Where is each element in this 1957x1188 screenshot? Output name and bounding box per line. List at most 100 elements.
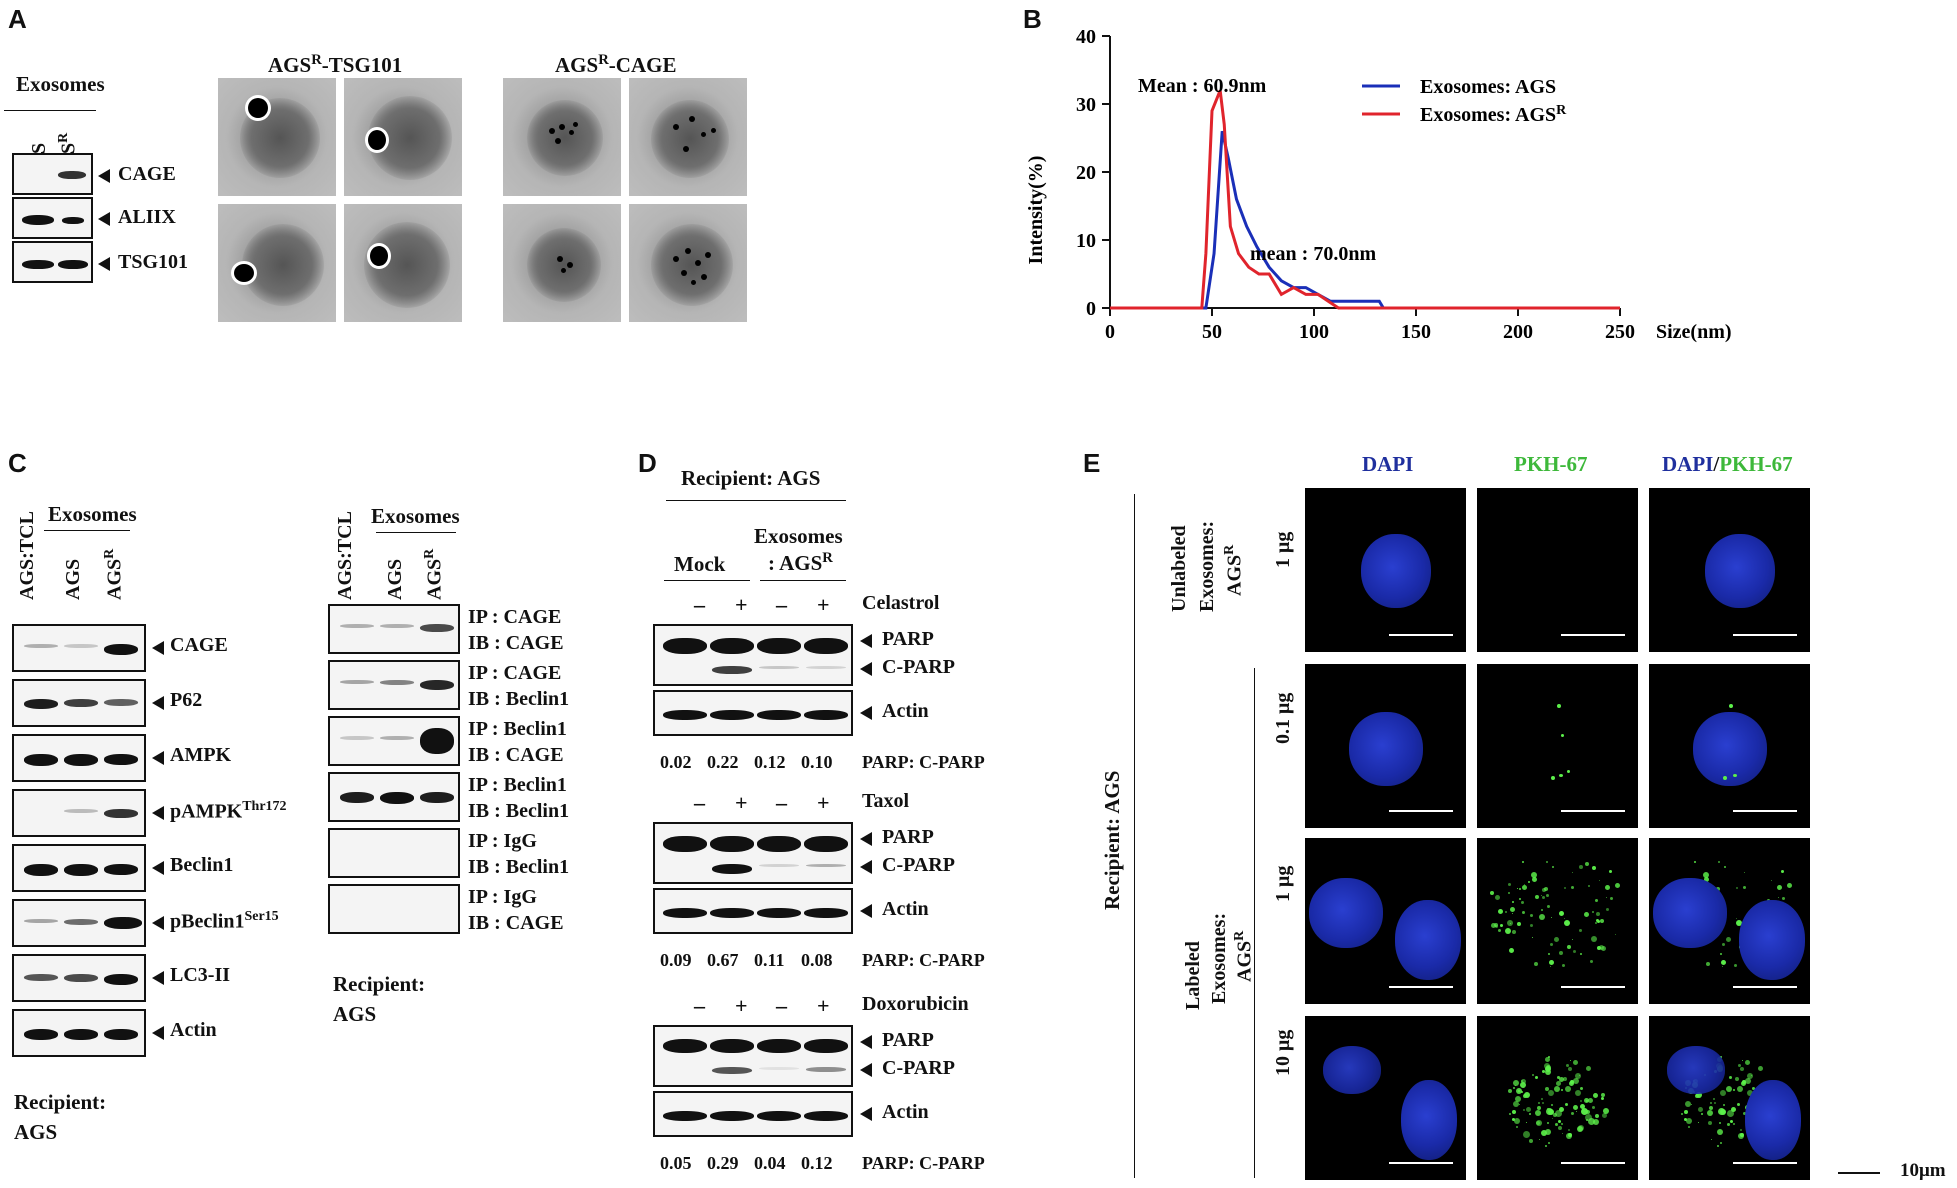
panel-label-d: D [638, 448, 657, 478]
confocal-dapi [1305, 488, 1466, 652]
band-label-parp: PARP [882, 1029, 934, 1051]
band-label-actin: Actin [882, 700, 929, 722]
band-label: LC3-II [170, 964, 231, 986]
blot-parp [653, 624, 853, 686]
treatment-sign: – [776, 993, 787, 1018]
c-left-recipient-cell: AGS [14, 1120, 58, 1144]
lane-label: AGS [62, 558, 84, 600]
band-label-actin: Actin [882, 1101, 929, 1123]
series-line-agsr [1110, 89, 1620, 310]
ip-label: IP : IgG [468, 886, 537, 908]
band-label-parp: PARP [882, 826, 934, 848]
band-label-cage: CAGE [118, 163, 176, 185]
x-tick-label: 150 [1401, 321, 1431, 343]
band-label: CAGE [170, 634, 228, 656]
col-dapi: DAPI [1362, 452, 1414, 476]
scale-bar [1838, 1172, 1880, 1174]
ratio-value: 0.29 [707, 1153, 739, 1173]
blot-actin [653, 888, 853, 934]
confocal-pkh67 [1477, 838, 1638, 1004]
co-ip-blot [328, 828, 460, 878]
y-tick-label: 20 [1076, 162, 1096, 184]
ratio-label: PARP: C-PARP [862, 1153, 985, 1173]
x-axis-label: Size(nm) [1656, 321, 1732, 343]
em-image [629, 204, 747, 322]
ib-label: IB : Beclin1 [468, 800, 570, 822]
dose-label: 1 μg [1272, 531, 1294, 568]
lane-label: AGS [384, 558, 406, 600]
blot-cage [12, 624, 146, 672]
treatment-sign: + [817, 790, 830, 815]
panel-label-b: B [1023, 4, 1042, 34]
treatment-sign: + [735, 993, 748, 1018]
c-left-recipient: Recipient: [14, 1090, 107, 1114]
d-group-exosomes: Exosomes [754, 524, 843, 548]
em-title-cage: AGSR-CAGE [555, 52, 677, 77]
y-tick-label: 0 [1086, 298, 1096, 320]
ib-label: IB : Beclin1 [468, 688, 570, 710]
dose-label: 0.1 μg [1272, 692, 1294, 744]
lane-label: AGSR [422, 548, 446, 600]
em-image [344, 78, 462, 196]
drug-label: Taxol [862, 790, 910, 812]
d-group-mock: Mock [674, 552, 726, 576]
c-left-exosomes-header: Exosomes [48, 502, 137, 526]
band-label-actin: Actin [882, 898, 929, 920]
e-recipient: Recipient: AGS [1100, 770, 1124, 910]
band-label: Actin [170, 1019, 217, 1041]
band-label-c-parp: C-PARP [882, 1057, 955, 1079]
col-merge: DAPI/PKH-67 [1662, 452, 1793, 476]
drug-label: Doxorubicin [862, 993, 969, 1015]
ip-label: IP : IgG [468, 830, 537, 852]
y-tick-label: 10 [1076, 230, 1096, 252]
ratio-value: 0.08 [801, 950, 833, 970]
band-label: Beclin1 [170, 854, 234, 876]
band-label-c-parp: C-PARP [882, 656, 955, 678]
lane-label: AGSR [102, 548, 126, 600]
confocal-pkh67 [1477, 664, 1638, 828]
panel-label-c: C [8, 448, 27, 478]
treatment-sign: + [735, 592, 748, 617]
confocal-merge [1649, 838, 1810, 1004]
divider [1254, 668, 1255, 1178]
band-label: P62 [170, 689, 203, 711]
ib-label: IB : Beclin1 [468, 856, 570, 878]
em-image [503, 204, 621, 322]
treatment-sign: + [817, 592, 830, 617]
exosomes-header: Exosomes [16, 72, 105, 96]
ip-label: IP : Beclin1 [468, 774, 567, 796]
confocal-dapi [1305, 1016, 1466, 1180]
drug-label: Celastrol [862, 592, 940, 614]
ib-label: IB : CAGE [468, 744, 564, 766]
blot-actin [653, 1091, 853, 1137]
blot-aliix [12, 197, 93, 239]
unlabeled-label: Unlabeled [1168, 525, 1190, 612]
annotation-mean-ags: mean : 70.0nm [1250, 243, 1376, 265]
divider [1134, 494, 1135, 1178]
blot-parp [653, 1025, 853, 1087]
labeled-label: Labeled [1182, 941, 1204, 1010]
co-ip-blot [328, 884, 460, 934]
confocal-dapi [1305, 664, 1466, 828]
treatment-sign: – [776, 592, 787, 617]
ip-label: IP : Beclin1 [468, 718, 567, 740]
em-image [629, 78, 747, 196]
divider [44, 530, 130, 531]
ratio-label: PARP: C-PARP [862, 950, 985, 970]
blot-p62 [12, 679, 146, 727]
divider [760, 580, 846, 581]
confocal-merge [1649, 1016, 1810, 1180]
treatment-sign: – [694, 790, 705, 815]
scale-bar-label: 10μm [1900, 1160, 1946, 1181]
dose-label: 10 μg [1272, 1029, 1294, 1076]
ratio-value: 0.12 [801, 1153, 833, 1173]
divider [666, 500, 846, 501]
panel-label-a: A [8, 4, 27, 34]
annotation-mean-agsr: Mean : 60.9nm [1138, 75, 1267, 97]
c-right-exosomes-header: Exosomes [371, 504, 460, 528]
x-tick-label: 100 [1299, 321, 1329, 343]
band-label: pBeclin1Ser15 [170, 909, 279, 933]
em-image [218, 78, 336, 196]
unlabeled-label: Exosomes: [1196, 520, 1218, 612]
dose-label: 1 μg [1272, 865, 1294, 902]
